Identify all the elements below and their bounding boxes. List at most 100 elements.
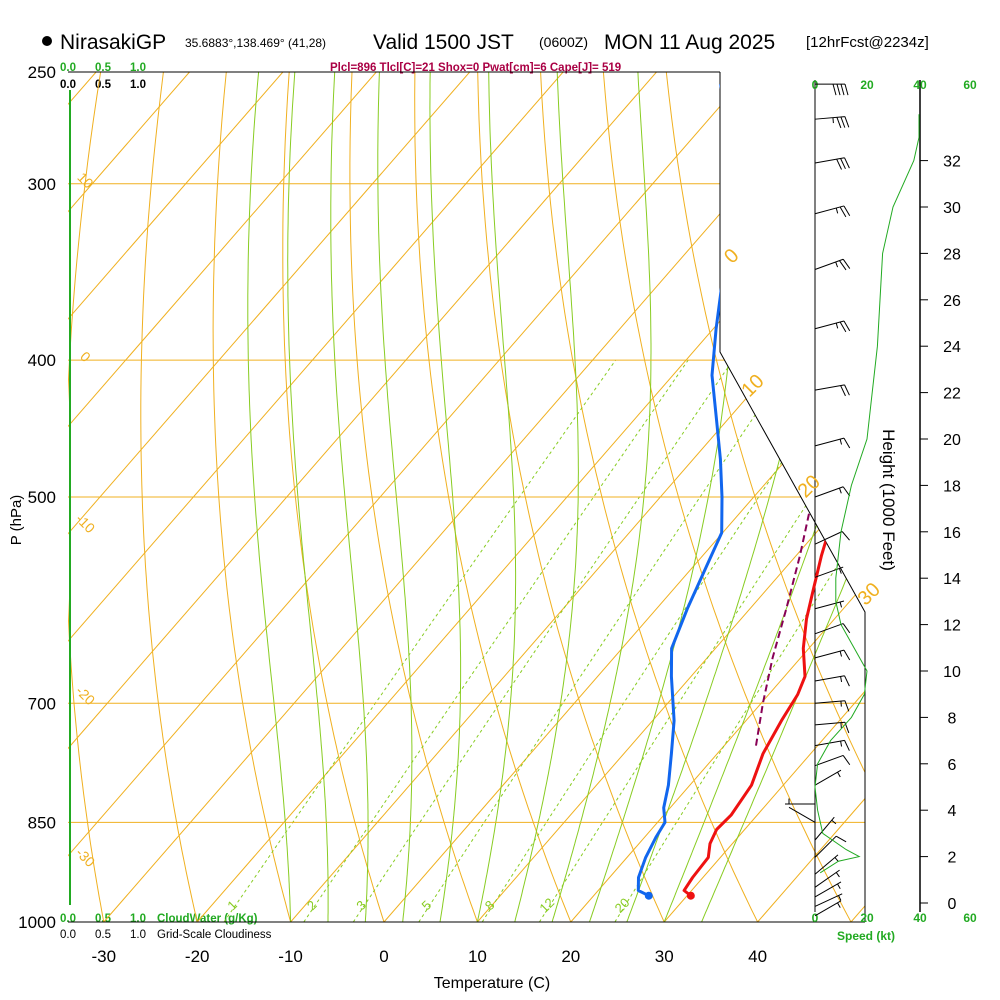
height-tick-label: 32 [943,154,961,171]
barb-staff [814,566,844,578]
barb-flag [842,258,851,269]
barb-staff [814,258,844,270]
barb-half-flag [835,872,840,878]
barb-staff [814,531,843,545]
speed-tick-label: 0 [812,911,819,925]
barb-staff [788,806,816,823]
barb-flag [835,835,847,843]
height-tick-label: 28 [943,246,961,263]
height-tick-label: 6 [948,757,957,774]
mixing-ratio-line [418,359,793,922]
adiabat-label: 0 [720,245,743,268]
barb-staff [814,486,844,498]
chart-axes [68,71,928,923]
isotherm-line [850,72,865,922]
moist-adiabat-line [663,72,865,922]
wind-barb [814,649,851,661]
barb-half-flag [840,676,843,682]
barb-flag [839,260,847,271]
dry-adiabat-line [349,72,478,922]
speed-tick-label: 60 [963,78,977,92]
dry-adiabat-line [854,72,865,922]
wind-barb [814,700,850,712]
adiabat-label: 10 [737,370,768,401]
barb-half-flag [839,439,843,445]
y-axis-label: P (hPa) [8,495,25,546]
barb-staff [814,116,845,120]
height-tick-label: 0 [948,896,957,913]
params-line: Plcl=896 Tlcl[C]=21 Shox=0 Pwat[cm]=6 Ca… [330,62,621,74]
station-bullet-icon [42,36,52,46]
cloudwater-label: CloudWater (g/Kg) [157,913,258,925]
cloud-scale-bottom: 0.0 0.5 1.0 CloudWater (g/Kg) 0.0 0.5 1.… [60,913,272,941]
mixing-ratio-line [614,359,865,922]
temperature-tick-label: -20 [185,947,210,966]
wind-barb [814,258,851,271]
mixing-ratio-line [481,359,850,922]
moist-adiabat-line [287,72,329,922]
barb-staff [814,437,845,447]
height-tick-label: 2 [948,850,957,867]
temperature-tick-label: 10 [468,947,487,966]
isotherm-line [663,72,865,922]
barb-flag [843,320,851,332]
temperature-tick-label: -30 [92,947,117,966]
cloudiness-tick: 0.0 [60,929,76,941]
barb-staff [814,900,842,917]
pressure-tick-label: 1000 [18,913,56,932]
pressure-tick-label: 400 [28,351,56,370]
barb-staff [814,205,845,215]
isotherm-label: 10 [74,169,96,191]
dry-adiabat-line [414,72,572,922]
temperature-tick-label: -10 [278,947,303,966]
mixing-ratio-label: 1 [224,897,240,913]
moist-adiabat-line [551,72,652,922]
speed-tick-label: 40 [913,78,927,92]
barb-half-flag [838,895,842,901]
wind-barb [814,486,851,498]
wind-barb [814,900,842,917]
barb-half-flag [839,651,843,657]
height-tick-label: 30 [943,200,961,217]
dewpoint-line [636,83,742,898]
speed-tick-label: 60 [963,911,977,925]
speed-panel [814,114,920,874]
pressure-tick-label: 250 [28,63,56,82]
barb-flag [844,675,850,687]
pressure-tick-label: 700 [28,694,56,713]
dry-adiabat-line [282,72,385,922]
cloud-tick: 0.0 [60,913,76,925]
cloud-scale-top: 0.0 0.5 1.0 0.0 0.5 1.0 [60,62,146,91]
barb-flag [844,84,849,96]
moist-adiabat-line [429,72,462,922]
barb-staff [814,721,845,726]
wind-barb [814,623,851,635]
barb-staff [814,384,845,391]
cloud-tick: 0.5 [95,62,112,74]
barb-staff [814,893,843,907]
cloudiness-label: Grid-Scale Cloudiness [157,929,272,941]
pressure-tick-label: 850 [28,813,56,832]
height-tick-label: 22 [943,386,961,403]
barb-half-flag [839,601,843,608]
height-tick-label: 26 [943,293,961,310]
barb-half-flag [831,819,837,825]
barb-staff [814,157,845,164]
dry-adiabat-line [140,72,198,922]
cloudiness-tick: 1.0 [130,79,146,91]
height-axis-label: Height (1000 Feet) [879,429,898,571]
mixing-ratio-line [303,359,689,922]
cloudiness-tick: 0.5 [95,929,111,941]
height-tick-label: 18 [943,478,961,495]
moist-adiabat-line [476,72,517,922]
dry-adiabat-line [540,72,759,922]
barb-flag [832,84,837,96]
barb-flag [844,384,850,396]
barb-flag [844,116,850,128]
dry-adiabat-line [212,72,292,922]
x-axis-label: Temperature (C) [434,975,550,992]
barb-flag [843,649,851,661]
wind-barb [814,600,845,610]
dewpoint-surface-marker [644,891,653,900]
